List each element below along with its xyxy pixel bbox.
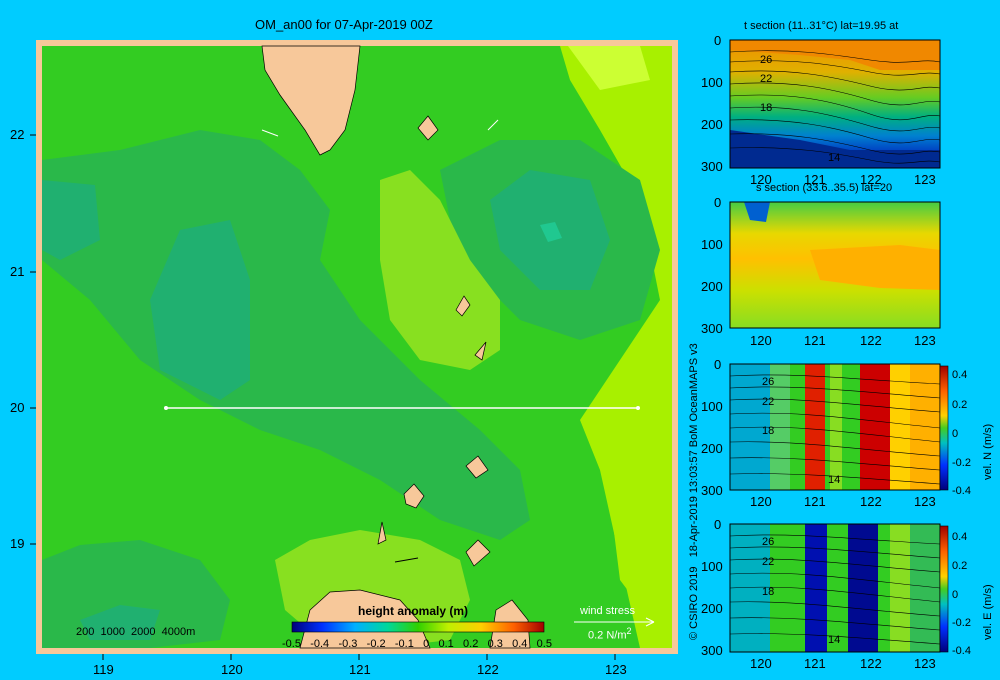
contour-label: 14: [828, 474, 841, 486]
colorbar-tick: 0: [952, 428, 959, 440]
x-tick-label: 119: [93, 662, 114, 677]
salinity-section: [729, 201, 941, 329]
contour-label: 22: [760, 73, 773, 85]
x-tick-label: 121: [349, 662, 371, 677]
y-tick-label: 0: [714, 357, 722, 372]
y-tick-label: 300: [701, 643, 723, 658]
contour-label: 22: [762, 396, 775, 408]
wind-stress-label: wind stress: [580, 605, 636, 617]
land-masses: [261, 45, 531, 649]
y-tick-label: 200: [701, 117, 723, 132]
x-tick-label: 122: [860, 172, 882, 187]
wind-stress-value: 0.2 N/m2: [588, 626, 632, 642]
colorbar-tick: 0.2: [952, 560, 968, 572]
y-tick-label: 20: [10, 400, 25, 415]
velocity-east-section: [729, 523, 949, 653]
x-tick-label: 120: [750, 172, 772, 187]
x-tick-label: 120: [750, 333, 772, 348]
contour-label: 26: [762, 536, 775, 548]
x-tick-label: 122: [860, 494, 882, 509]
y-tick-label: 0: [714, 517, 722, 532]
x-tick-label: 122: [860, 333, 882, 348]
colorbar-tick: 0.4: [952, 531, 968, 543]
height-anomaly-field: [42, 46, 672, 648]
x-tick-label: 121: [804, 494, 826, 509]
main-map: [30, 40, 678, 660]
section-end-marker: [636, 406, 640, 410]
wind-vector: [487, 119, 499, 131]
colorbar-tick: -0.2: [952, 617, 971, 629]
wind-vector: [394, 557, 419, 563]
main-map-title: OM_an00 for 07-Apr-2019 00Z: [255, 17, 433, 32]
colorbar-label: vel. N (m/s): [982, 423, 994, 480]
y-tick-label: 200: [701, 601, 723, 616]
colorbar-ticks: -0.5 -0.4 -0.3 -0.2 -0.1 0 0.1 0.2 0.3 0…: [282, 638, 552, 650]
y-tick-label: 300: [701, 159, 723, 174]
contour-label: 26: [762, 376, 775, 388]
y-tick-label: 100: [701, 399, 723, 414]
colorbar-tick: 0.4: [952, 369, 968, 381]
x-tick-label: 120: [221, 662, 243, 677]
colorbar-tick: 0: [952, 589, 959, 601]
depth-legend: 200 1000 2000 4000m: [76, 626, 196, 638]
contour-label: 18: [760, 102, 773, 114]
x-tick-label: 123: [914, 656, 936, 671]
y-tick-label: 19: [10, 536, 25, 551]
section-panels: [729, 39, 949, 653]
colorbar-tick: -0.4: [952, 645, 971, 657]
y-tick-label: 100: [701, 75, 723, 90]
colorbar-label: vel. E (m/s): [982, 584, 994, 640]
x-tick-label: 122: [860, 656, 882, 671]
side-credit: © CSIRO 2019 18-Apr-2019 13:03:57 BoM Oc…: [688, 343, 700, 640]
y-tick-label: 0: [714, 195, 722, 210]
y-tick-label: 300: [701, 321, 723, 336]
colorbar-tick: 0.2: [952, 399, 968, 411]
y-tick-label: 200: [701, 441, 723, 456]
y-tick-label: 0: [714, 33, 722, 48]
velocity-north-section: [729, 363, 949, 491]
y-tick-label: 200: [701, 279, 723, 294]
temperature-section-title: t section (11..31°C) lat=19.95 at: [744, 20, 899, 32]
x-tick-label: 121: [804, 172, 826, 187]
x-tick-label: 123: [914, 333, 936, 348]
y-tick-label: 100: [701, 237, 723, 252]
x-tick-label: 123: [605, 662, 627, 677]
colorbar-tick: -0.2: [952, 457, 971, 469]
section-start-marker: [164, 406, 168, 410]
contour-label: 22: [762, 556, 775, 568]
colorbar-title: height anomaly (m): [358, 604, 469, 618]
y-tick-label: 100: [701, 559, 723, 574]
x-tick-label: 120: [750, 656, 772, 671]
contour-label: 14: [828, 152, 841, 164]
colorbar-tick: -0.4: [952, 485, 971, 497]
x-tick-label: 121: [804, 333, 826, 348]
salinity-section-title: s section (33.6..35.5) lat=20: [756, 182, 893, 194]
x-tick-label: 123: [914, 172, 936, 187]
contour-label: 18: [762, 425, 775, 437]
contour-label: 14: [828, 634, 841, 646]
contour-label: 26: [760, 54, 773, 66]
height-colorbar: [291, 621, 545, 633]
x-tick-label: 120: [750, 494, 772, 509]
y-tick-label: 21: [10, 264, 25, 279]
contour-label: 18: [762, 586, 775, 598]
x-tick-label: 123: [914, 494, 936, 509]
x-tick-label: 121: [804, 656, 826, 671]
y-tick-label: 22: [10, 127, 25, 142]
wind-vector: [261, 129, 279, 137]
x-tick-label: 122: [477, 662, 499, 677]
temperature-section: [729, 39, 941, 169]
y-tick-label: 300: [701, 483, 723, 498]
